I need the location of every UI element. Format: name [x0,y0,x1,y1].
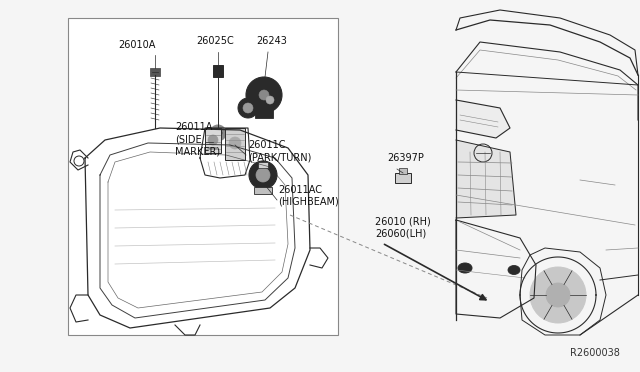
Text: (HIGHBEAM): (HIGHBEAM) [278,197,339,207]
Circle shape [546,283,570,307]
Circle shape [253,84,275,106]
Text: 26397P: 26397P [387,153,424,163]
Bar [258,162,268,168]
Text: (PARK/TURN): (PARK/TURN) [248,152,312,162]
Circle shape [208,135,218,145]
Text: 26243: 26243 [257,36,287,46]
Text: R2600038: R2600038 [570,348,620,358]
Bar [254,187,272,194]
Circle shape [229,137,241,149]
Bar [255,110,273,118]
Circle shape [249,161,277,189]
Bar [225,128,245,160]
Polygon shape [456,100,510,138]
Circle shape [243,103,253,113]
Text: MARKER): MARKER) [175,146,220,156]
Bar [213,65,223,77]
Polygon shape [456,140,516,218]
Circle shape [210,125,226,141]
Ellipse shape [458,263,472,273]
Bar [68,18,338,335]
Text: 26011C: 26011C [248,140,285,150]
Ellipse shape [508,266,520,275]
Circle shape [530,267,586,323]
Text: 26025C: 26025C [196,36,234,46]
Text: 26010 (RH): 26010 (RH) [375,217,431,227]
Bar [395,173,411,183]
Text: 26060(LH): 26060(LH) [375,229,426,239]
Text: (SIDE: (SIDE [175,134,202,144]
Circle shape [259,90,269,100]
Circle shape [256,168,270,182]
Text: 26011A: 26011A [175,122,212,132]
Circle shape [238,98,258,118]
Text: 26010A: 26010A [118,40,156,50]
Bar [205,128,221,153]
Bar [150,68,160,76]
Circle shape [266,96,274,104]
Text: 26011AC: 26011AC [278,185,322,195]
Circle shape [214,129,222,137]
Circle shape [246,77,282,113]
Bar [399,168,407,174]
